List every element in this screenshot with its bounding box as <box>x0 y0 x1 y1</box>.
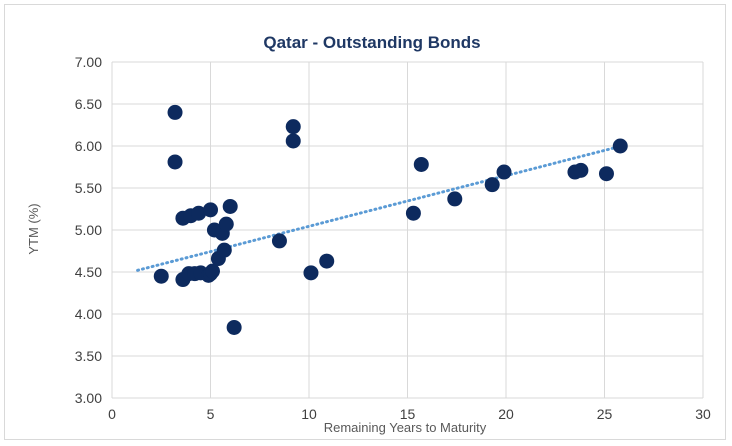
data-point <box>271 233 287 249</box>
gridlines <box>111 61 704 399</box>
data-point <box>167 154 183 170</box>
x-tick-label: 20 <box>498 406 514 422</box>
data-point <box>319 253 335 269</box>
y-axis-title: YTM (%) <box>26 203 41 254</box>
data-point <box>612 138 628 154</box>
chart-title: Qatar - Outstanding Bonds <box>263 33 480 52</box>
x-tick-label: 25 <box>597 406 613 422</box>
data-points <box>153 104 628 335</box>
data-point <box>573 162 589 178</box>
y-tick-label: 6.50 <box>75 96 102 112</box>
data-point <box>218 216 234 232</box>
x-tick-label: 10 <box>301 406 317 422</box>
data-point <box>413 156 429 172</box>
data-point <box>303 265 319 281</box>
data-point <box>496 164 512 180</box>
y-tick-label: 4.50 <box>75 264 102 280</box>
y-tick-label: 3.00 <box>75 390 102 406</box>
x-tick-label: 0 <box>108 406 116 422</box>
y-tick-label: 3.50 <box>75 348 102 364</box>
data-point <box>222 198 238 214</box>
data-point <box>226 319 242 335</box>
chart-frame <box>4 4 726 440</box>
data-point <box>203 202 218 218</box>
x-axis-title: Remaining Years to Maturity <box>324 420 487 435</box>
y-tick-label: 4.00 <box>75 306 102 322</box>
x-tick-label: 5 <box>207 406 215 422</box>
y-tick-label: 6.00 <box>75 138 102 154</box>
y-tick-labels: 3.00 3.50 4.00 4.50 5.00 5.50 6.00 6.50 7.00 <box>75 54 102 406</box>
data-point <box>167 104 183 120</box>
y-tick-label: 5.00 <box>75 222 102 238</box>
trendline <box>136 145 620 272</box>
data-point <box>598 166 614 182</box>
data-point <box>216 242 232 258</box>
data-point <box>447 191 463 207</box>
data-point <box>191 205 207 221</box>
data-point <box>484 177 500 193</box>
data-point <box>405 205 421 221</box>
x-tick-labels: 0 5 10 15 20 25 30 <box>108 406 711 422</box>
x-tick-label: 15 <box>400 406 416 422</box>
data-point <box>285 133 301 149</box>
y-tick-label: 5.50 <box>75 180 102 196</box>
y-tick-label: 7.00 <box>75 54 102 70</box>
data-point <box>204 263 220 279</box>
data-point <box>285 119 301 135</box>
x-tick-label: 30 <box>695 406 711 422</box>
data-point <box>153 268 169 284</box>
